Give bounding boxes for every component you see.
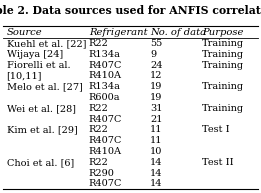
Text: Training: Training xyxy=(202,61,244,69)
Text: [10,11]: [10,11] xyxy=(7,71,42,80)
Text: R22: R22 xyxy=(89,158,109,167)
Text: 19: 19 xyxy=(150,82,162,91)
Text: 12: 12 xyxy=(150,71,163,80)
Text: Purpose: Purpose xyxy=(202,28,244,36)
Text: Wei et al. [28]: Wei et al. [28] xyxy=(7,104,75,113)
Text: R22: R22 xyxy=(89,125,109,134)
Text: 31: 31 xyxy=(150,104,163,113)
Text: 14: 14 xyxy=(150,169,163,178)
Text: No. of data: No. of data xyxy=(150,28,206,36)
Text: 9: 9 xyxy=(150,50,156,59)
Text: Training: Training xyxy=(202,50,244,59)
Text: 14: 14 xyxy=(150,179,163,188)
Text: R134a: R134a xyxy=(89,50,121,59)
Text: Wijaya [24]: Wijaya [24] xyxy=(7,50,63,59)
Text: Test II: Test II xyxy=(202,158,234,167)
Text: R407C: R407C xyxy=(89,136,122,145)
Text: Training: Training xyxy=(202,104,244,113)
Text: R407C: R407C xyxy=(89,115,122,124)
Text: 11: 11 xyxy=(150,125,163,134)
Text: R22: R22 xyxy=(89,104,109,113)
Text: 10: 10 xyxy=(150,147,162,156)
Text: R22: R22 xyxy=(89,39,109,48)
Text: R600a: R600a xyxy=(89,93,120,102)
Text: Training: Training xyxy=(202,82,244,91)
Text: Choi et al. [6]: Choi et al. [6] xyxy=(7,158,74,167)
Text: 14: 14 xyxy=(150,158,163,167)
Text: R290: R290 xyxy=(89,169,115,178)
Text: Fiorelli et al.: Fiorelli et al. xyxy=(7,61,70,69)
Text: Melo et al. [27]: Melo et al. [27] xyxy=(7,82,82,91)
Text: R407C: R407C xyxy=(89,61,122,69)
Text: 21: 21 xyxy=(150,115,163,124)
Text: Training: Training xyxy=(202,39,244,48)
Text: Source: Source xyxy=(7,28,42,36)
Text: R134a: R134a xyxy=(89,82,121,91)
Text: R410A: R410A xyxy=(89,147,122,156)
Text: 19: 19 xyxy=(150,93,162,102)
Text: Kuehl et al. [22]: Kuehl et al. [22] xyxy=(7,39,86,48)
Text: Test I: Test I xyxy=(202,125,230,134)
Text: Kim et al. [29]: Kim et al. [29] xyxy=(7,125,77,134)
Text: 55: 55 xyxy=(150,39,162,48)
Text: Refrigerant: Refrigerant xyxy=(89,28,147,36)
Text: Table 2. Data sources used for ANFIS correlation: Table 2. Data sources used for ANFIS cor… xyxy=(0,5,261,16)
Text: 24: 24 xyxy=(150,61,163,69)
Text: R410A: R410A xyxy=(89,71,122,80)
Text: R407C: R407C xyxy=(89,179,122,188)
Text: 11: 11 xyxy=(150,136,163,145)
